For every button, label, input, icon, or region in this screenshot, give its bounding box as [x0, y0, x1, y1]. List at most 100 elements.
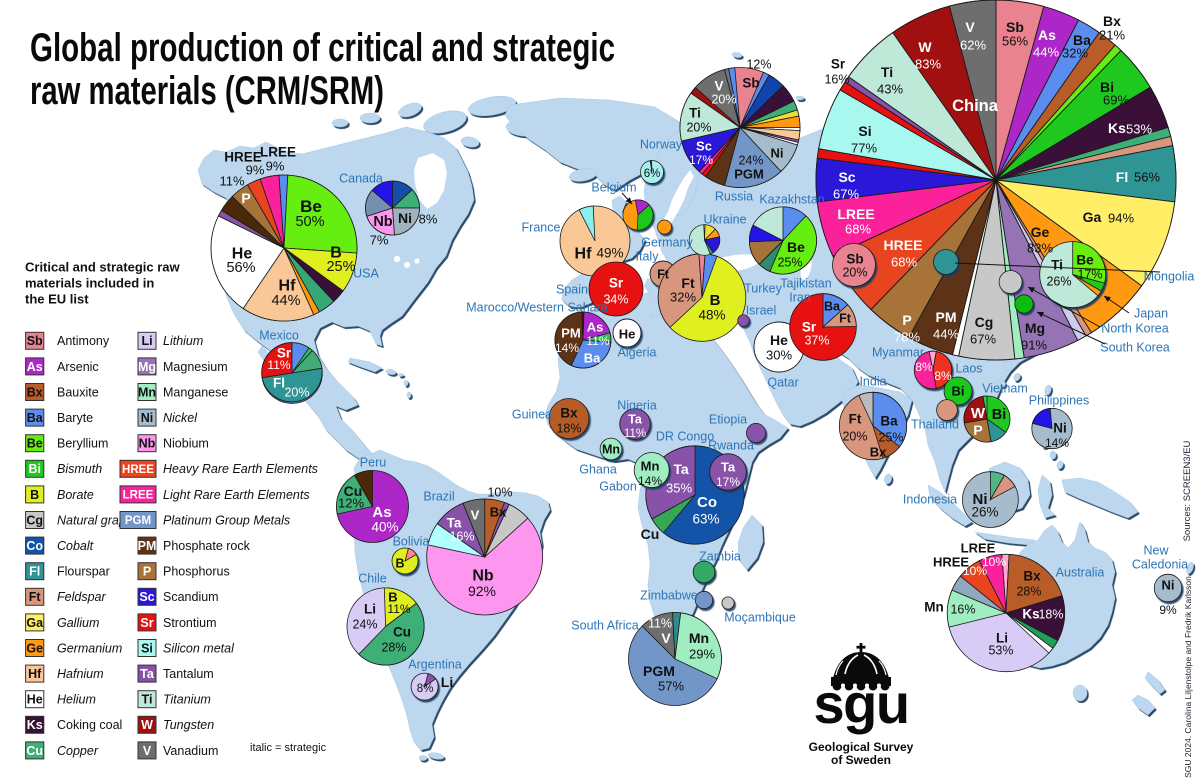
svg-text:Myanmar: Myanmar — [872, 345, 924, 359]
svg-text:raw materials (CRM/SRM): raw materials (CRM/SRM) — [30, 69, 384, 113]
svg-text:Bx: Bx — [1023, 569, 1041, 584]
svg-text:20%: 20% — [842, 265, 867, 279]
svg-text:Si: Si — [141, 641, 153, 655]
svg-text:28%: 28% — [381, 640, 406, 654]
svg-text:Ti: Ti — [881, 64, 893, 80]
svg-text:V: V — [661, 630, 671, 646]
svg-text:44%: 44% — [271, 293, 300, 309]
svg-text:LREE: LREE — [123, 489, 154, 501]
svg-text:11%: 11% — [624, 428, 646, 440]
svg-text:Ba: Ba — [880, 414, 898, 429]
svg-text:Hf: Hf — [279, 278, 297, 295]
svg-text:25%: 25% — [777, 255, 802, 269]
svg-text:Brazil: Brazil — [423, 489, 454, 503]
svg-text:Cg: Cg — [26, 513, 43, 527]
svg-text:Thailand: Thailand — [911, 417, 959, 431]
svg-text:Sr: Sr — [277, 346, 292, 361]
svg-text:P: P — [973, 422, 982, 438]
svg-text:Sc: Sc — [838, 169, 855, 185]
svg-text:Copper: Copper — [57, 744, 99, 758]
svg-text:Chile: Chile — [358, 571, 387, 585]
svg-text:Tungsten: Tungsten — [163, 718, 214, 732]
svg-text:Algeria: Algeria — [618, 345, 657, 359]
svg-text:Bx: Bx — [870, 445, 887, 460]
svg-text:Ft: Ft — [839, 311, 852, 325]
svg-text:92%: 92% — [468, 583, 496, 599]
svg-text:italic = strategic: italic = strategic — [250, 742, 327, 754]
svg-text:As: As — [27, 360, 43, 374]
svg-text:50%: 50% — [295, 214, 324, 230]
svg-text:68%: 68% — [845, 222, 871, 237]
svg-text:21%: 21% — [1099, 28, 1125, 43]
svg-text:20%: 20% — [686, 120, 711, 134]
svg-text:Borate: Borate — [57, 488, 94, 502]
svg-text:Silicon metal: Silicon metal — [163, 641, 235, 655]
svg-text:30%: 30% — [766, 348, 792, 363]
svg-text:Helium: Helium — [57, 693, 96, 707]
svg-text:Mn: Mn — [689, 630, 709, 646]
svg-text:Ukraine: Ukraine — [703, 212, 746, 226]
svg-text:Hafnium: Hafnium — [57, 667, 104, 681]
svg-text:Ta: Ta — [447, 516, 462, 531]
svg-text:Titanium: Titanium — [163, 693, 211, 707]
svg-text:Mn: Mn — [602, 442, 620, 456]
svg-text:Geological Survey: Geological Survey — [809, 740, 914, 754]
svg-text:India: India — [859, 374, 886, 388]
svg-text:Iran: Iran — [789, 290, 811, 304]
svg-text:12%: 12% — [338, 496, 364, 511]
svg-text:35%: 35% — [666, 481, 692, 496]
svg-text:Sr: Sr — [140, 616, 153, 630]
svg-text:9%: 9% — [1159, 603, 1177, 617]
svg-text:67%: 67% — [833, 187, 859, 202]
svg-text:17%: 17% — [1077, 267, 1102, 281]
svg-text:Peru: Peru — [360, 455, 386, 469]
svg-text:8%: 8% — [915, 360, 933, 374]
svg-text:Caledonia: Caledonia — [1132, 557, 1188, 571]
svg-text:16%: 16% — [950, 602, 975, 616]
svg-text:Ta: Ta — [721, 460, 736, 475]
svg-text:11%: 11% — [387, 602, 410, 616]
svg-text:8%: 8% — [419, 212, 438, 227]
svg-text:V: V — [471, 508, 480, 523]
svg-text:7%: 7% — [370, 233, 389, 248]
svg-text:Moçambique: Moçambique — [724, 610, 796, 624]
svg-text:Cg: Cg — [975, 314, 994, 330]
svg-text:Canada: Canada — [339, 171, 383, 185]
svg-text:Ga: Ga — [1083, 209, 1102, 225]
svg-text:North Korea: North Korea — [1101, 321, 1168, 335]
svg-text:B: B — [388, 590, 397, 605]
svg-text:Ta: Ta — [140, 667, 155, 681]
svg-text:Sb: Sb — [742, 76, 759, 91]
svg-text:Cobalt: Cobalt — [57, 539, 94, 553]
svg-text:Li: Li — [441, 674, 453, 690]
svg-text:V: V — [714, 79, 723, 94]
svg-text:Sb: Sb — [27, 334, 43, 348]
svg-text:8%: 8% — [934, 369, 952, 383]
svg-text:Flourspar: Flourspar — [57, 565, 110, 579]
svg-text:Ft: Ft — [29, 590, 42, 604]
svg-text:Si: Si — [858, 123, 871, 139]
svg-text:LREE: LREE — [260, 145, 296, 160]
svg-text:20%: 20% — [711, 92, 736, 106]
svg-text:Cu: Cu — [393, 625, 411, 640]
svg-text:Gabon: Gabon — [599, 479, 637, 493]
svg-text:Cu: Cu — [26, 744, 43, 758]
svg-text:6%: 6% — [644, 168, 661, 180]
svg-text:materials included in: materials included in — [25, 276, 154, 291]
svg-text:57%: 57% — [658, 679, 684, 694]
svg-text:Argentina: Argentina — [408, 657, 462, 671]
svg-text:11%: 11% — [267, 358, 290, 372]
svg-text:Spain: Spain — [556, 282, 588, 296]
svg-text:Beryllium: Beryllium — [57, 437, 108, 451]
svg-text:South Korea: South Korea — [1100, 340, 1170, 354]
svg-text:Ba: Ba — [27, 411, 44, 425]
svg-text:26%: 26% — [971, 505, 998, 520]
svg-text:Australia: Australia — [1056, 565, 1105, 579]
svg-text:24%: 24% — [738, 153, 763, 167]
svg-text:Ta: Ta — [628, 412, 643, 426]
svg-text:Ft: Ft — [681, 275, 695, 291]
svg-text:W: W — [141, 718, 153, 732]
svg-text:Heavy Rare Earth Elements: Heavy Rare Earth Elements — [163, 462, 318, 476]
svg-text:Vanadium: Vanadium — [163, 744, 218, 758]
svg-text:P: P — [143, 565, 151, 579]
